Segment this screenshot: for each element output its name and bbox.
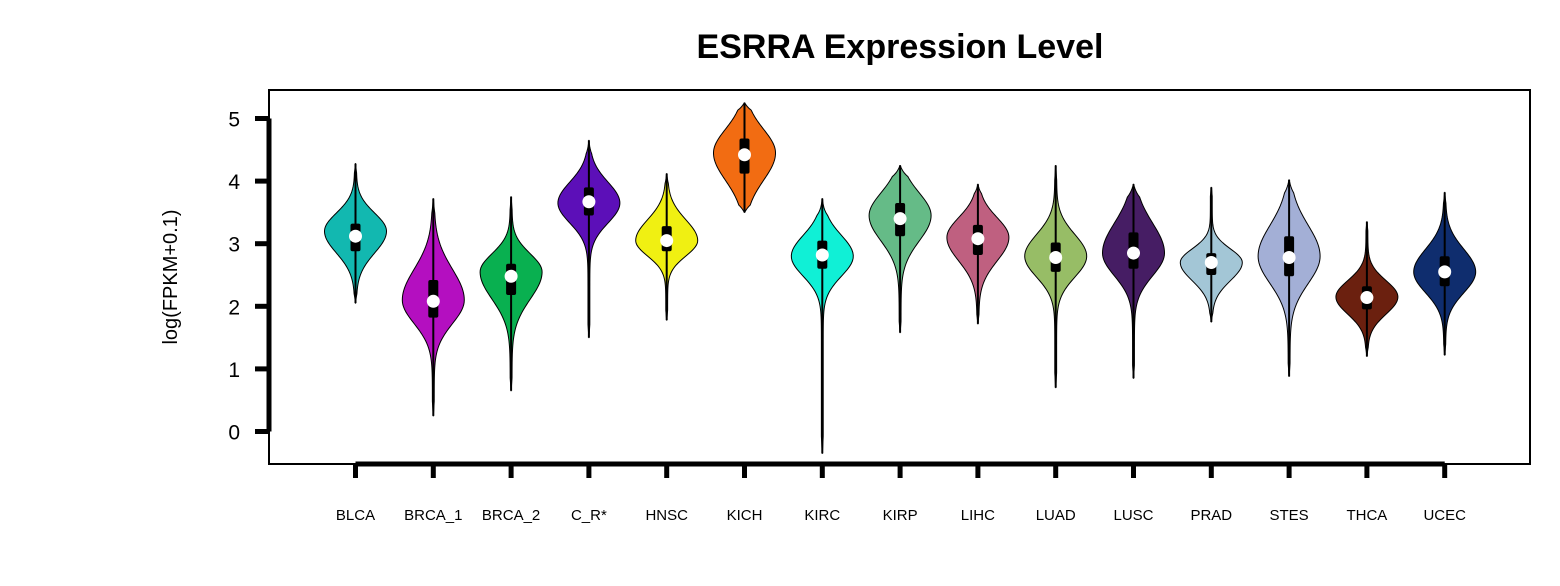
violin-brca_1 <box>401 198 465 417</box>
x-tick-label: C_R* <box>571 507 607 524</box>
y-tick-label: 1 <box>228 359 240 382</box>
violin-median-dot <box>1049 250 1063 264</box>
y-axis: 0 1 2 3 4 5 <box>228 109 272 445</box>
x-tick-label: KICH <box>727 507 763 524</box>
y-tick-label: 4 <box>228 171 240 194</box>
y-tick-label: 5 <box>228 109 240 132</box>
violin-kirc <box>790 198 854 454</box>
violin-thca <box>1335 221 1399 357</box>
violin-stes <box>1257 179 1321 377</box>
violin-lihc <box>946 183 1010 325</box>
violin-median-dot <box>1360 291 1374 305</box>
x-tick-label: BLCA <box>336 507 375 524</box>
x-axis: BLCA BRCA_1 BRCA_2 C_R* HNSC KICH KIRC KIRP LIHC… <box>336 461 1466 524</box>
violin-brca_2 <box>479 196 543 392</box>
x-tick-label: BRCA_2 <box>482 507 540 524</box>
violin-median-dot <box>660 234 674 248</box>
violin-median-dot <box>582 195 596 209</box>
violin-blca <box>324 163 387 304</box>
violin-kirp <box>868 164 932 334</box>
violin-median-dot <box>1438 265 1452 279</box>
violin-luad <box>1024 164 1088 389</box>
x-tick-label: LIHC <box>961 507 995 524</box>
violins <box>324 102 1477 454</box>
x-tick-label: KIRC <box>804 507 840 524</box>
x-tick-label: STES <box>1270 507 1309 524</box>
y-tick-label: 0 <box>228 422 240 445</box>
violin-median-dot <box>1127 246 1140 260</box>
x-tick-label: LUSC <box>1113 507 1153 524</box>
violin-median-dot <box>504 269 518 283</box>
x-tick-label: LUAD <box>1036 507 1076 524</box>
x-tick-label: THCA <box>1346 507 1387 524</box>
violin-hnsc <box>635 173 699 321</box>
violin-median-dot <box>815 248 829 262</box>
violin-kich <box>712 102 777 213</box>
violin-median-dot <box>426 294 440 308</box>
x-tick-label: PRAD <box>1190 507 1232 524</box>
y-tick-label: 3 <box>228 234 240 257</box>
violin-prad <box>1179 186 1243 323</box>
violin-ucec <box>1413 191 1477 356</box>
violin-median-dot <box>971 232 985 246</box>
x-tick-label: BRCA_1 <box>404 507 462 524</box>
violin-median-dot <box>1204 255 1218 269</box>
y-axis-label: log(FPKM+0.1) <box>160 209 182 344</box>
violin-lusc <box>1101 183 1166 379</box>
x-tick-label: HNSC <box>645 507 688 524</box>
x-tick-label: KIRP <box>883 507 918 524</box>
x-tick-label: UCEC <box>1423 507 1466 524</box>
violin-median-dot <box>893 212 907 226</box>
chart-title: ESRRA Expression Level <box>697 28 1104 66</box>
y-tick-label: 2 <box>228 296 240 319</box>
violin-median-dot <box>349 229 362 243</box>
violin-c_r* <box>557 139 621 339</box>
violin-median-dot <box>1282 250 1296 264</box>
violin-median-dot <box>738 148 751 162</box>
